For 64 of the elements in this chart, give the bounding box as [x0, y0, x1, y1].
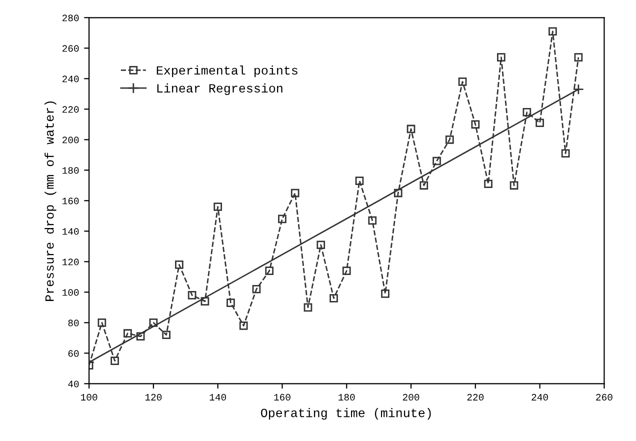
legend-label: Experimental points — [156, 65, 298, 78]
point — [368, 216, 377, 225]
point — [124, 329, 132, 338]
y-tick-label: 140 — [62, 228, 79, 235]
y-tick-label: 200 — [62, 136, 79, 144]
point — [330, 294, 338, 302]
point — [252, 284, 261, 294]
x-tick-label: 160 — [274, 394, 290, 401]
legend-label: Linear Regression — [157, 83, 282, 96]
point — [304, 303, 312, 312]
point — [278, 214, 286, 224]
x-tick-label: 120 — [145, 394, 162, 401]
point — [355, 176, 364, 185]
point — [548, 27, 557, 36]
y-tick-label: 60 — [68, 350, 79, 357]
point — [98, 318, 106, 327]
y-tick-label: 240 — [62, 76, 79, 82]
point — [342, 266, 351, 275]
y-tick-label: 280 — [62, 14, 79, 22]
point — [432, 156, 441, 166]
point — [406, 124, 416, 134]
point — [239, 322, 248, 330]
x-tick-label: 100 — [80, 394, 98, 401]
x-tick-label: 220 — [467, 394, 484, 401]
point — [316, 240, 326, 250]
point — [497, 53, 506, 62]
x-tick-label: 260 — [596, 394, 612, 401]
point — [445, 135, 454, 144]
point — [265, 266, 274, 275]
point — [420, 181, 428, 190]
y-tick-label: 100 — [62, 289, 79, 296]
point — [561, 149, 570, 158]
y-tick-label: 120 — [62, 258, 79, 266]
y-tick-label: 160 — [62, 198, 79, 204]
point — [510, 181, 518, 190]
x-tick-label: 200 — [402, 394, 420, 401]
point — [136, 332, 145, 341]
point — [394, 188, 402, 198]
point — [110, 356, 119, 365]
y-tick-label: 260 — [62, 45, 79, 52]
point — [458, 78, 467, 86]
point — [381, 290, 390, 298]
point — [484, 180, 492, 188]
x-tick-label: 140 — [210, 394, 226, 401]
x-axis-title: Operating time (minute) — [260, 408, 431, 420]
x-tick-label: 180 — [338, 394, 355, 401]
point — [290, 188, 300, 198]
y-tick-label: 80 — [68, 320, 79, 326]
point — [226, 298, 235, 308]
point — [200, 297, 210, 306]
point — [175, 260, 184, 269]
y-axis-title: Pressure drop (mm of water) — [44, 101, 56, 301]
point — [471, 120, 480, 129]
x-tick-label: 240 — [532, 394, 548, 401]
point — [536, 118, 544, 128]
point — [149, 318, 158, 327]
point — [574, 53, 583, 62]
point — [214, 202, 222, 211]
point — [522, 108, 532, 116]
y-tick-label: 220 — [62, 106, 79, 113]
point — [188, 291, 196, 300]
point — [162, 330, 170, 340]
y-tick-label: 180 — [62, 167, 79, 174]
y-tick-label: 40 — [68, 380, 79, 388]
